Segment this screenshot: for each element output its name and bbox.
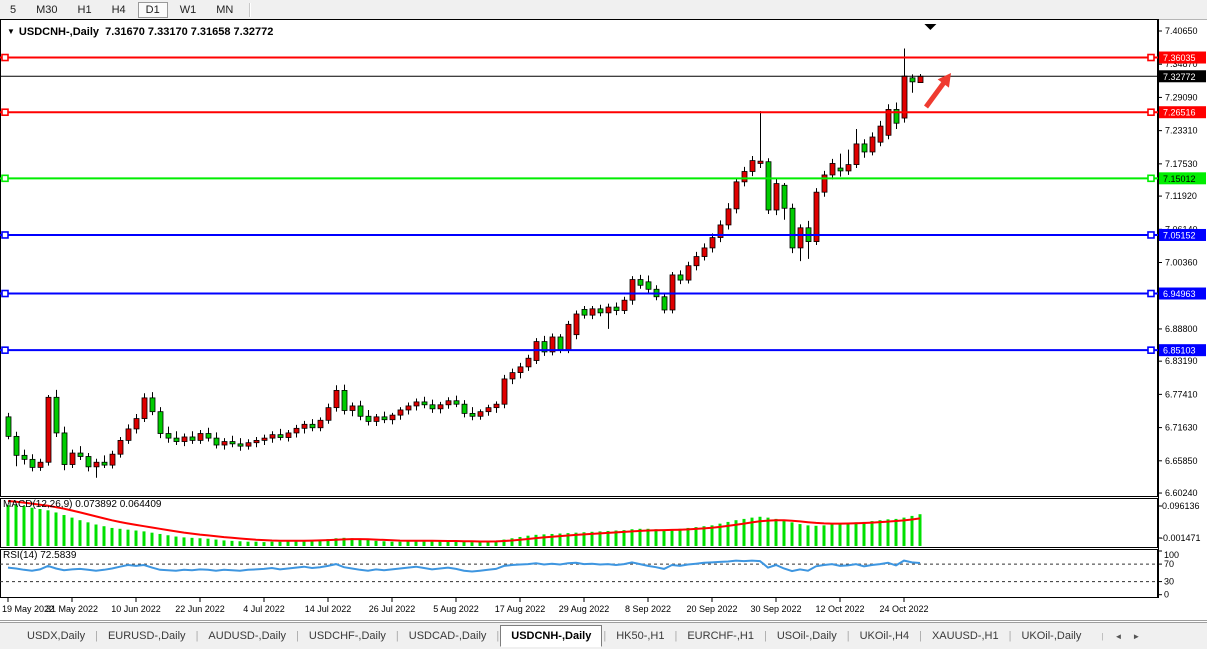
svg-text:7.34870: 7.34870 xyxy=(1165,59,1198,69)
horizontal-line-6.85103[interactable] xyxy=(0,346,1158,354)
tab-usdcad-daily[interactable]: USDCAD-,Daily xyxy=(408,630,487,642)
macd-indicator-label: MACD(12,26,9) 0.073892 0.064409 xyxy=(3,499,162,510)
symbol-dropdown-icon[interactable]: ▼ xyxy=(7,27,15,36)
svg-text:6.94963: 6.94963 xyxy=(1163,289,1196,299)
timeframe-button-m30[interactable]: M30 xyxy=(36,3,58,16)
tab-audusd-daily[interactable]: AUDUSD-,Daily xyxy=(208,630,287,642)
horizontal-line-7.36035[interactable] xyxy=(0,53,1158,62)
tab-separator: | xyxy=(846,630,850,642)
svg-text:7.17530: 7.17530 xyxy=(1165,159,1198,169)
svg-text:7.15012: 7.15012 xyxy=(1163,174,1196,184)
tab-ukoil-daily[interactable]: UKOil-,Daily xyxy=(1021,630,1082,642)
price-axis: 7.40650 7.34870 7.29090 7.23310 7.17530 7.119… xyxy=(1158,26,1198,498)
tab-scroll-right-icon[interactable]: ► xyxy=(1132,631,1141,641)
tab-usdchf-daily[interactable]: USDCHF-,Daily xyxy=(308,630,386,642)
tab-scroll-left-icon[interactable]: ◄ xyxy=(1114,631,1123,641)
tab-ukoil-h4[interactable]: UKOil-,H4 xyxy=(859,630,910,642)
chart-title: ▼ USDCNH-,Daily 7.31670 7.33170 7.31658 7… xyxy=(7,26,273,38)
svg-text:10 Jun 2022: 10 Jun 2022 xyxy=(111,604,161,614)
svg-text:7.36035: 7.36035 xyxy=(1163,53,1196,63)
svg-text:12 Oct 2022: 12 Oct 2022 xyxy=(815,604,864,614)
timeframe-button-mn[interactable]: MN xyxy=(216,3,234,16)
tab-xauusd-h1[interactable]: XAUUSD-,H1 xyxy=(931,630,999,642)
svg-text:-0.001471: -0.001471 xyxy=(1160,533,1201,543)
svg-text:30: 30 xyxy=(1164,577,1174,587)
svg-text:29 Aug 2022: 29 Aug 2022 xyxy=(559,604,610,614)
svg-text:6.88800: 6.88800 xyxy=(1165,324,1198,334)
svg-text:7.11920: 7.11920 xyxy=(1165,191,1197,201)
svg-text:5 Aug 2022: 5 Aug 2022 xyxy=(433,604,479,614)
svg-text:20 Sep 2022: 20 Sep 2022 xyxy=(686,604,737,614)
svg-text:19 May 2022: 19 May 2022 xyxy=(2,604,54,614)
svg-text:22 Jun 2022: 22 Jun 2022 xyxy=(175,604,225,614)
price-axis-badges: 7.36035 7.26516 7.15012 7.05152 6.94963 6.851… xyxy=(1159,51,1206,357)
rsi-indicator-label: RSI(14) 72.5839 xyxy=(3,550,77,561)
svg-text:6.65850: 6.65850 xyxy=(1165,456,1198,466)
timeframe-button-h1[interactable]: H1 xyxy=(77,3,92,16)
svg-text:7.23310: 7.23310 xyxy=(1165,126,1198,136)
svg-text:26 Jul 2022: 26 Jul 2022 xyxy=(369,604,416,614)
svg-text:14 Jul 2022: 14 Jul 2022 xyxy=(305,604,352,614)
symbol-tab-bar: USDX,Daily | EURUSD-,Daily | AUDUSD-,Daily | U… xyxy=(0,622,1207,649)
horizontal-line-7.05152[interactable] xyxy=(0,231,1158,239)
svg-text:6.85103: 6.85103 xyxy=(1163,346,1196,356)
tab-usdx-daily[interactable]: USDX,Daily xyxy=(27,630,86,642)
tab-separator: | xyxy=(195,630,199,642)
svg-text:7.00360: 7.00360 xyxy=(1165,258,1198,268)
svg-text:24 Oct 2022: 24 Oct 2022 xyxy=(879,604,928,614)
svg-text:31 May 2022: 31 May 2022 xyxy=(46,604,98,614)
svg-text:6.60240: 6.60240 xyxy=(1165,488,1198,498)
svg-text:4 Jul 2022: 4 Jul 2022 xyxy=(243,604,285,614)
svg-text:6.83190: 6.83190 xyxy=(1165,356,1198,366)
panel-borders xyxy=(0,19,1207,621)
timeframe-button-w1[interactable]: W1 xyxy=(179,3,197,16)
tab-separator: | xyxy=(496,630,500,642)
svg-text:7.40650: 7.40650 xyxy=(1165,26,1198,36)
tab-usdcnh-daily[interactable]: USDCNH-,Daily xyxy=(500,625,603,647)
horizontal-line-7.15012[interactable] xyxy=(0,174,1158,183)
svg-text:100: 100 xyxy=(1164,550,1179,560)
tab-separator: | xyxy=(95,630,98,642)
tab-separator: | xyxy=(395,630,399,642)
svg-text:7.05152: 7.05152 xyxy=(1163,230,1196,240)
svg-text:0.096136: 0.096136 xyxy=(1162,501,1200,511)
svg-text:7.26516: 7.26516 xyxy=(1163,108,1196,118)
timeframe-button-d1[interactable]: D1 xyxy=(137,1,168,18)
tab-separator: | xyxy=(674,630,678,642)
svg-text:8 Sep 2022: 8 Sep 2022 xyxy=(625,604,671,614)
svg-text:17 Aug 2022: 17 Aug 2022 xyxy=(495,604,546,614)
toolbar-separator xyxy=(249,2,252,17)
tab-separator: | xyxy=(919,630,922,642)
svg-text:30 Sep 2022: 30 Sep 2022 xyxy=(750,604,801,614)
macd-panel: 0.096136 -0.001471 xyxy=(6,500,1201,546)
tab-separator: | xyxy=(763,630,767,642)
timeframe-button-5[interactable]: 5 xyxy=(10,3,17,16)
tab-separator: | xyxy=(296,630,299,642)
tab-separator: | xyxy=(1008,630,1012,642)
svg-text:6.77410: 6.77410 xyxy=(1165,389,1198,399)
svg-text:0: 0 xyxy=(1164,590,1169,600)
tab-eurusd-daily[interactable]: EURUSD-,Daily xyxy=(107,630,186,642)
horizontal-line-7.26516[interactable] xyxy=(0,108,1158,117)
timeframe-button-h4[interactable]: H4 xyxy=(111,3,126,16)
svg-text:7.29090: 7.29090 xyxy=(1165,92,1198,102)
timeframe-toolbar: 5 M30 H1 H4 D1 W1 MN xyxy=(0,0,1207,20)
svg-text:7.32772: 7.32772 xyxy=(1163,72,1196,82)
horizontal-line-6.94963[interactable] xyxy=(0,289,1158,298)
tab-eurchf-h1[interactable]: EURCHF-,H1 xyxy=(687,630,754,642)
candlesticks xyxy=(5,48,924,478)
svg-text:6.71630: 6.71630 xyxy=(1165,423,1198,433)
tab-separator: | xyxy=(603,630,607,642)
latest-bar-marker-icon xyxy=(924,24,937,30)
chart-title-text: USDCNH-,Daily 7.31670 7.33170 7.31658 7.… xyxy=(18,26,274,38)
tab-hk50-h1[interactable]: HK50-,H1 xyxy=(616,630,665,642)
tab-usoil-daily[interactable]: USOil-,Daily xyxy=(776,630,837,642)
svg-text:70: 70 xyxy=(1164,559,1174,569)
up-arrow-annotation[interactable] xyxy=(923,73,951,109)
tab-separator: | xyxy=(1101,631,1104,641)
